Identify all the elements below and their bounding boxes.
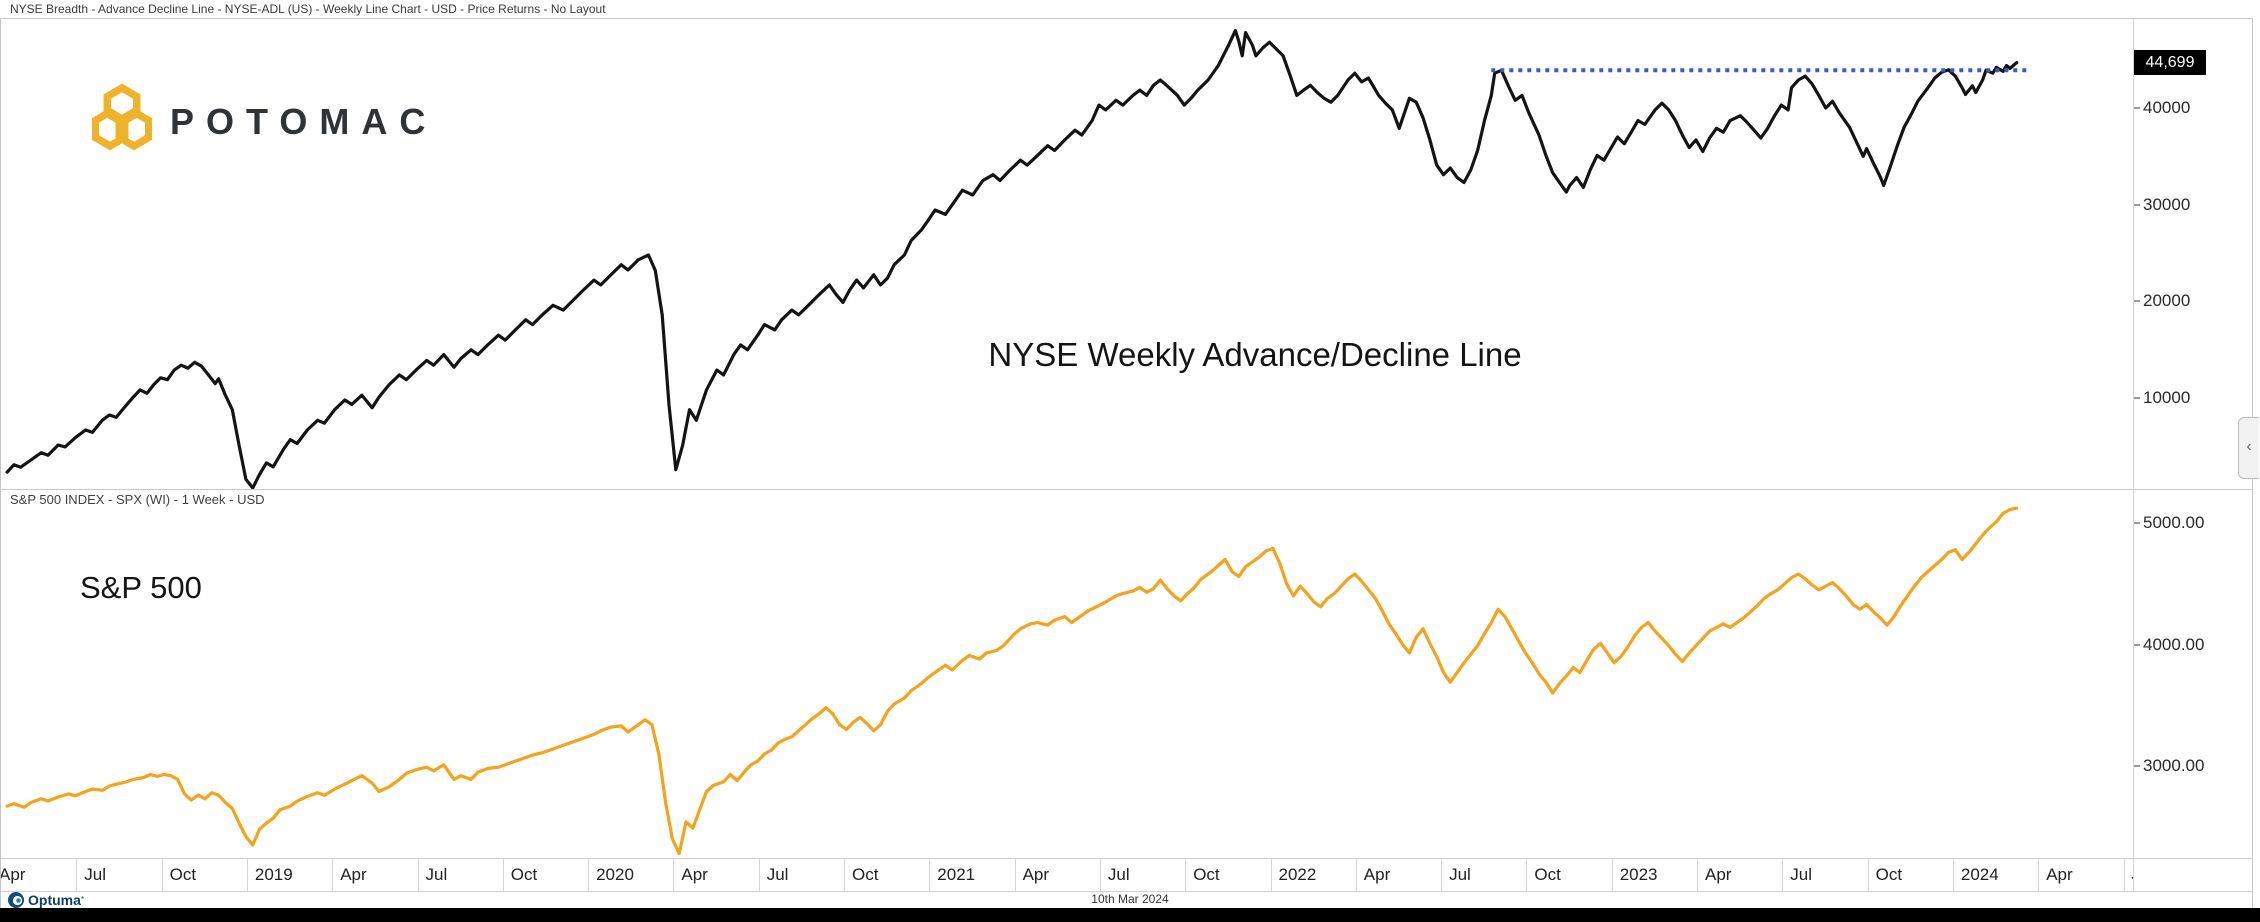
x-axis-label: Oct bbox=[510, 865, 538, 884]
x-axis-cell: Oct bbox=[1867, 859, 1954, 891]
x-axis-label: Apr bbox=[1, 865, 26, 884]
x-axis-bottom-border bbox=[1, 891, 2252, 892]
y-axis-tick bbox=[2134, 522, 2140, 524]
x-axis-cell: Oct bbox=[1185, 859, 1271, 891]
x-axis[interactable]: Apr Jul Oct 2019 Apr Jul Oct 2020 Apr Jul Oct 2021 A… bbox=[1, 859, 2133, 891]
x-axis-cell: 2024 bbox=[1952, 859, 2039, 891]
footer-date: 10th Mar 2024 bbox=[1091, 892, 1169, 906]
price-axis-border bbox=[2133, 19, 2134, 891]
x-axis-label: Jul bbox=[1449, 865, 1471, 884]
x-axis-label: Oct bbox=[1534, 865, 1561, 884]
x-axis-cell: Jul bbox=[417, 859, 504, 891]
bottom-black-bar bbox=[0, 908, 2260, 922]
x-axis-label: Oct bbox=[852, 865, 879, 884]
x-axis-cell: Jul bbox=[76, 859, 162, 891]
x-axis-cell: Apr bbox=[1014, 859, 1101, 891]
x-axis-label: Apr bbox=[1022, 865, 1050, 884]
sp500-label: S&P 500 bbox=[80, 570, 202, 605]
y-axis-tick-label: 40000 bbox=[2143, 98, 2191, 117]
x-axis-cell: 2021 bbox=[929, 859, 1015, 891]
x-axis-cell: 2022 bbox=[1270, 859, 1357, 891]
x-axis-cell: Jul bbox=[758, 859, 845, 891]
x-axis-cell: Apr bbox=[673, 859, 759, 891]
panel-divider[interactable] bbox=[1, 489, 2252, 490]
y-axis-tick-label: 10000 bbox=[2143, 388, 2191, 408]
x-axis-label: Jul bbox=[766, 865, 789, 884]
x-axis-cell: 2019 bbox=[246, 859, 333, 891]
optuma-trademark-mark: * bbox=[80, 895, 85, 904]
x-axis-label: Apr bbox=[1705, 865, 1732, 884]
y-axis-tick-label: 3000.00 bbox=[2143, 756, 2205, 775]
chart-window-title: NYSE Breadth - Advance Decline Line - NY… bbox=[10, 2, 606, 16]
x-axis-cell: Jul bbox=[1782, 859, 1868, 891]
optuma-logo: Optuma * bbox=[8, 891, 84, 908]
x-axis-cell: Apr bbox=[332, 859, 418, 891]
x-axis-cell: Jul bbox=[1441, 859, 1527, 891]
x-axis-cell: Oct bbox=[161, 859, 248, 891]
spx-line-path[interactable] bbox=[5, 506, 2019, 856]
x-axis-cell: Jul bbox=[1099, 859, 1186, 891]
adl-price-axis[interactable] bbox=[2134, 19, 2252, 489]
y-axis-tick bbox=[2134, 397, 2140, 400]
x-axis-label: 2022 bbox=[1278, 865, 1317, 884]
x-axis-label: Apr bbox=[2046, 865, 2073, 884]
optuma-logo-icon bbox=[8, 891, 24, 908]
y-axis-tick-label: 30000 bbox=[2143, 194, 2191, 214]
optuma-wordmark: Optuma bbox=[28, 891, 81, 908]
y-axis-tick-label: 20000 bbox=[2143, 291, 2191, 311]
x-axis-label: Oct bbox=[1875, 865, 1903, 884]
x-axis-label: Jul bbox=[1790, 865, 1813, 884]
y-axis-tick bbox=[2134, 643, 2140, 646]
x-axis-label: 2023 bbox=[1619, 865, 1658, 884]
spx-panel-title: S&P 500 INDEX - SPX (WI) - 1 Week - USD bbox=[10, 492, 265, 507]
x-axis-cell: 2023 bbox=[1611, 859, 1698, 891]
x-axis-label: Oct bbox=[1193, 865, 1220, 884]
x-axis-cell: Apr bbox=[1697, 859, 1783, 891]
y-axis-tick bbox=[2134, 107, 2140, 109]
y-axis-tick bbox=[2134, 765, 2140, 767]
adl-line-path[interactable] bbox=[5, 29, 2019, 489]
x-axis-label: Apr bbox=[1363, 865, 1391, 884]
chart-window bbox=[0, 18, 2253, 910]
x-axis-label: Jul bbox=[425, 865, 448, 884]
x-axis-label: 2021 bbox=[937, 865, 976, 884]
x-axis-label: Apr bbox=[340, 865, 367, 884]
y-axis-tick bbox=[2134, 300, 2140, 303]
x-axis-label: Apr bbox=[681, 865, 708, 884]
x-axis-label: Oct bbox=[169, 865, 197, 884]
y-axis-tick bbox=[2134, 203, 2140, 206]
x-axis-cell: Apr bbox=[1355, 859, 1442, 891]
x-axis-label: 2020 bbox=[596, 865, 634, 884]
y-axis-tick-label: 4000.00 bbox=[2143, 634, 2205, 654]
nyse-adl-label: NYSE Weekly Advance/Decline Line bbox=[988, 336, 1522, 373]
x-axis-label: Ju bbox=[2132, 859, 2134, 891]
spx-price-axis[interactable] bbox=[2134, 490, 2252, 858]
last-price-badge: 44,699 bbox=[2134, 50, 2206, 76]
x-axis-cell: Apr bbox=[1, 859, 77, 891]
x-axis-cell: Ju bbox=[2123, 859, 2134, 891]
potomac-logo-wordmark: POTOMAC bbox=[170, 101, 438, 142]
chevron-left-icon: ‹ bbox=[2246, 438, 2252, 455]
y-axis-tick-label: 5000.00 bbox=[2143, 513, 2205, 532]
x-axis-cell: 2020 bbox=[588, 859, 674, 891]
x-axis-label: Jul bbox=[1107, 865, 1130, 884]
x-axis-cell: Oct bbox=[1526, 859, 1612, 891]
x-axis-label: Jul bbox=[84, 865, 107, 884]
x-axis-cell: Apr bbox=[2038, 859, 2124, 891]
x-axis-label: 2019 bbox=[254, 865, 293, 884]
x-axis-cell: Oct bbox=[502, 859, 589, 891]
x-axis-top-border bbox=[1, 858, 2252, 859]
x-axis-cell: Oct bbox=[844, 859, 930, 891]
collapse-panel-button[interactable]: ‹ bbox=[2238, 417, 2259, 479]
x-axis-label: 2024 bbox=[1960, 865, 1999, 884]
potomac-logo-icon bbox=[92, 83, 152, 151]
